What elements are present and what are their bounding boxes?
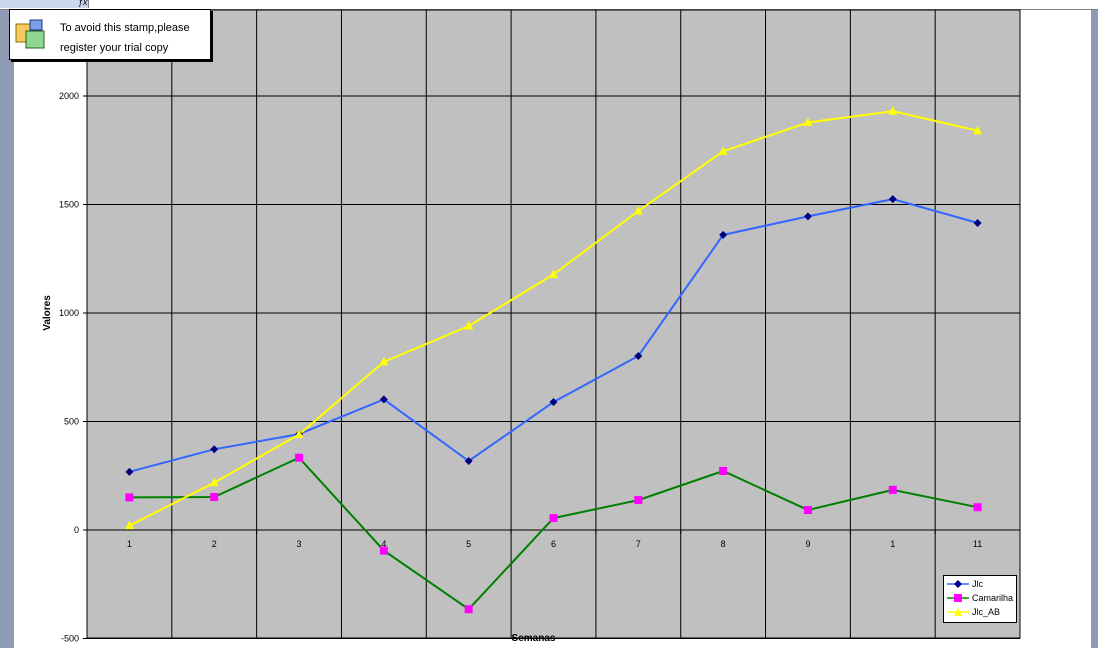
stamp-line-2: register your trial copy (60, 42, 169, 54)
data-point-jlc-ab (973, 125, 983, 135)
data-point-jlc-ab (803, 117, 813, 126)
data-point-jlc (210, 445, 219, 454)
data-point-jlc-ab (888, 106, 898, 115)
x-tick-label: 4 (381, 539, 386, 549)
legend-item-camarilha: Camarilha (946, 592, 1016, 604)
y-tick-label: 2000 (59, 91, 79, 101)
x-tick-label: 11 (973, 539, 982, 549)
x-tick-label: 1 (127, 539, 132, 549)
stamp-line-1: To avoid this stamp,please (60, 22, 190, 34)
windows-stamp-icon (15, 19, 45, 49)
x-axis-title: Semanas (512, 633, 556, 644)
function-icon[interactable]: ƒx (78, 0, 88, 7)
data-point-camarilha (634, 496, 643, 505)
data-point-camarilha (973, 503, 982, 512)
y-tick-label: 0 (74, 525, 79, 535)
data-point-jlc-ab (379, 356, 389, 366)
data-point-jlc-ab (549, 269, 558, 278)
x-tick-label: 3 (297, 539, 302, 549)
data-point-camarilha (803, 506, 812, 515)
y-tick-label: -500 (61, 634, 79, 644)
data-point-camarilha (125, 493, 134, 502)
data-point-jlc (719, 230, 728, 239)
legend-label-jlc-ab: Jlc_AB (972, 607, 1001, 617)
x-tick-label: 7 (636, 539, 641, 549)
data-point-jlc (379, 395, 388, 404)
x-tick-label: 5 (466, 539, 471, 549)
x-tick-label: 8 (721, 539, 726, 549)
y-axis-title: Valores (42, 295, 53, 331)
data-point-camarilha (719, 466, 728, 475)
data-point-jlc (549, 397, 558, 406)
legend-item-jlc: Jlc (946, 578, 1016, 590)
data-point-jlc (464, 456, 473, 465)
name-box[interactable] (0, 0, 89, 8)
x-tick-label: 2 (212, 539, 217, 549)
data-point-jlc (125, 467, 134, 476)
trial-stamp: To avoid this stamp,please register your… (9, 9, 211, 60)
data-point-jlc-ab (718, 146, 728, 155)
scrollbar-track[interactable] (1091, 10, 1098, 648)
data-point-camarilha (549, 514, 558, 523)
data-point-camarilha (379, 546, 388, 555)
data-point-camarilha (464, 605, 473, 614)
data-point-jlc-ab (464, 321, 474, 330)
data-point-camarilha (888, 485, 897, 494)
y-tick-label: 1000 (59, 308, 79, 318)
data-point-jlc (973, 218, 982, 227)
data-point-jlc-ab (124, 520, 134, 530)
data-point-camarilha (210, 493, 219, 502)
data-point-jlc-ab (209, 477, 219, 487)
x-tick-label: 1 (890, 539, 895, 549)
y-tick-label: 500 (64, 417, 79, 427)
y-tick-label: 1500 (59, 200, 79, 210)
legend-label-camarilha: Camarilha (972, 593, 1014, 603)
data-point-camarilha (295, 453, 304, 462)
legend-label-jlc: Jlc (972, 579, 983, 589)
x-tick-label: 6 (551, 539, 556, 549)
chart-legend: Jlc Camarilha Jlc_AB (943, 575, 1017, 623)
data-point-jlc (888, 195, 897, 204)
x-tick-label: 9 (805, 539, 810, 549)
data-point-jlc (634, 351, 643, 360)
data-point-jlc (803, 212, 812, 221)
data-point-jlc-ab (294, 429, 304, 439)
legend-item-jlc-ab: Jlc_AB (946, 606, 1016, 618)
data-point-jlc-ab (633, 206, 643, 215)
